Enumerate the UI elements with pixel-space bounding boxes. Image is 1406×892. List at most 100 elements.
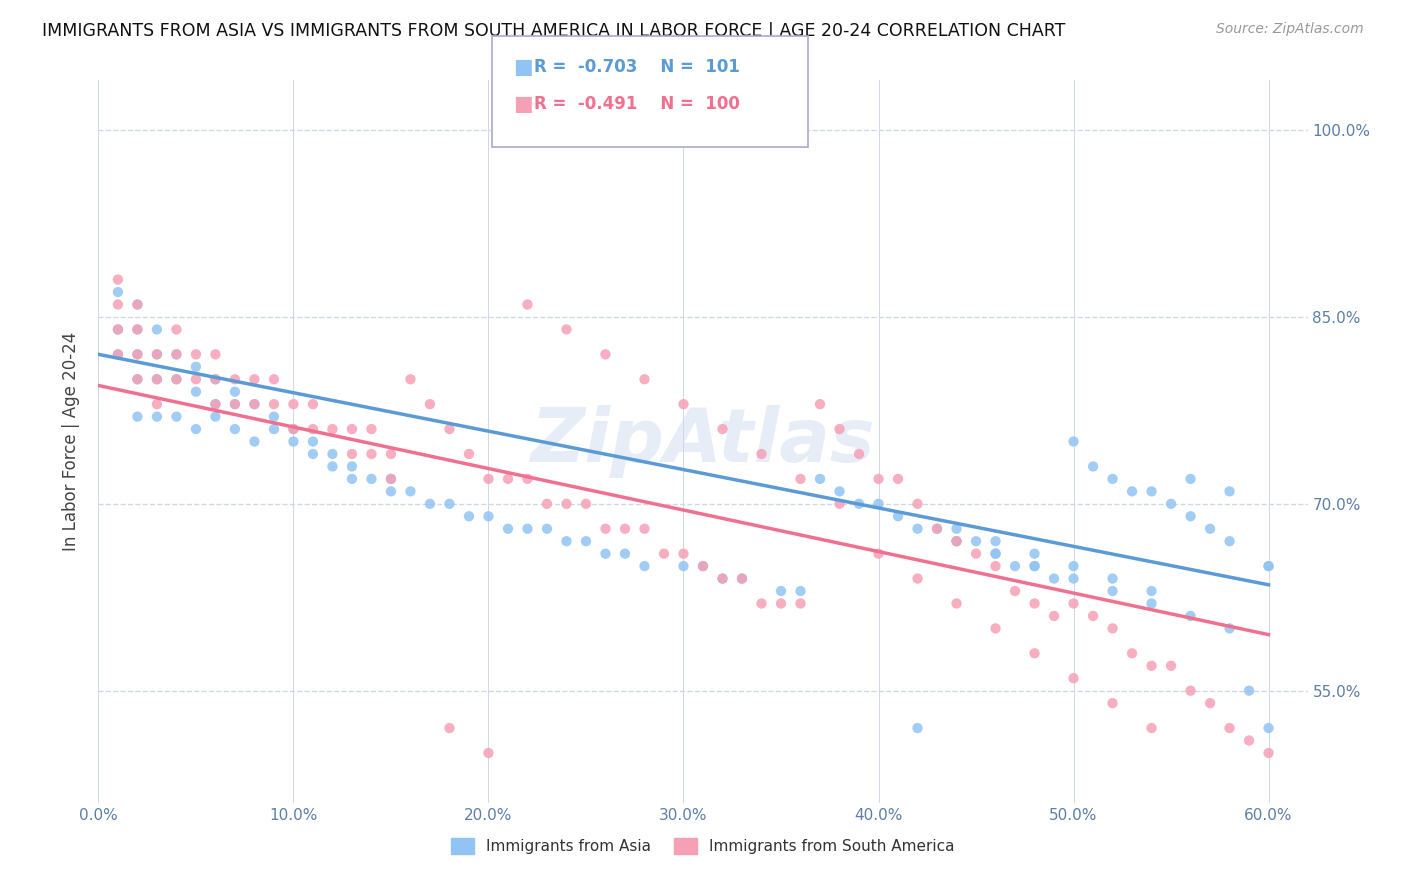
Point: [263, 397, 285, 411]
Point: [575, 534, 598, 549]
Point: [1024, 559, 1046, 574]
Point: [1160, 658, 1182, 673]
Point: [595, 547, 617, 561]
Point: [1101, 472, 1123, 486]
Point: [224, 397, 246, 411]
Point: [633, 559, 655, 574]
Point: [1199, 696, 1222, 710]
Point: [1199, 522, 1222, 536]
Text: ■: ■: [513, 57, 533, 77]
Point: [360, 472, 382, 486]
Point: [283, 422, 305, 436]
Point: [340, 422, 363, 436]
Point: [848, 447, 870, 461]
Point: [1180, 683, 1202, 698]
Text: R =  -0.703    N =  101: R = -0.703 N = 101: [534, 58, 740, 76]
Point: [848, 497, 870, 511]
Point: [127, 322, 149, 336]
Point: [1081, 459, 1104, 474]
Point: [107, 322, 129, 336]
Point: [887, 472, 910, 486]
Point: [945, 534, 967, 549]
Point: [302, 422, 325, 436]
Point: [828, 422, 851, 436]
Point: [496, 472, 519, 486]
Point: [496, 522, 519, 536]
Point: [165, 372, 187, 386]
Point: [1121, 484, 1143, 499]
Point: [789, 584, 811, 599]
Point: [633, 522, 655, 536]
Point: [107, 347, 129, 361]
Point: [1257, 559, 1279, 574]
Point: [107, 272, 129, 286]
Point: [165, 372, 187, 386]
Point: [321, 459, 343, 474]
Point: [127, 372, 149, 386]
Point: [1257, 746, 1279, 760]
Point: [711, 572, 734, 586]
Point: [283, 422, 305, 436]
Point: [945, 522, 967, 536]
Point: [1237, 683, 1260, 698]
Point: [1043, 572, 1066, 586]
Point: [302, 397, 325, 411]
Point: [107, 322, 129, 336]
Point: [243, 397, 266, 411]
Point: [1257, 559, 1279, 574]
Point: [419, 497, 441, 511]
Point: [204, 409, 226, 424]
Point: [127, 347, 149, 361]
Point: [1024, 597, 1046, 611]
Point: [184, 384, 207, 399]
Point: [184, 372, 207, 386]
Point: [536, 497, 558, 511]
Text: ■: ■: [513, 95, 533, 114]
Point: [1101, 584, 1123, 599]
Text: ZipAtlas: ZipAtlas: [530, 405, 876, 478]
Point: [516, 472, 538, 486]
Text: R =  -0.491    N =  100: R = -0.491 N = 100: [534, 95, 740, 113]
Point: [575, 497, 598, 511]
Point: [907, 522, 929, 536]
Point: [1081, 609, 1104, 624]
Point: [731, 572, 754, 586]
Point: [711, 422, 734, 436]
Point: [146, 347, 169, 361]
Point: [945, 534, 967, 549]
Point: [360, 422, 382, 436]
Text: IMMIGRANTS FROM ASIA VS IMMIGRANTS FROM SOUTH AMERICA IN LABOR FORCE | AGE 20-24: IMMIGRANTS FROM ASIA VS IMMIGRANTS FROM …: [42, 22, 1066, 40]
Point: [1140, 584, 1163, 599]
Point: [1101, 696, 1123, 710]
Point: [1043, 609, 1066, 624]
Point: [380, 472, 402, 486]
Point: [127, 297, 149, 311]
Point: [672, 397, 695, 411]
Point: [127, 372, 149, 386]
Point: [555, 497, 578, 511]
Point: [283, 397, 305, 411]
Point: [945, 534, 967, 549]
Point: [321, 447, 343, 461]
Point: [1219, 721, 1241, 735]
Point: [828, 497, 851, 511]
Point: [945, 597, 967, 611]
Point: [1024, 646, 1046, 660]
Point: [1063, 434, 1085, 449]
Point: [907, 572, 929, 586]
Point: [477, 472, 499, 486]
Point: [1140, 721, 1163, 735]
Point: [127, 322, 149, 336]
Point: [1257, 721, 1279, 735]
Point: [652, 547, 675, 561]
Point: [224, 422, 246, 436]
Point: [439, 497, 461, 511]
Point: [1237, 733, 1260, 747]
Point: [614, 522, 637, 536]
Point: [127, 347, 149, 361]
Point: [419, 397, 441, 411]
Point: [127, 409, 149, 424]
Point: [477, 509, 499, 524]
Point: [868, 497, 890, 511]
Point: [243, 372, 266, 386]
